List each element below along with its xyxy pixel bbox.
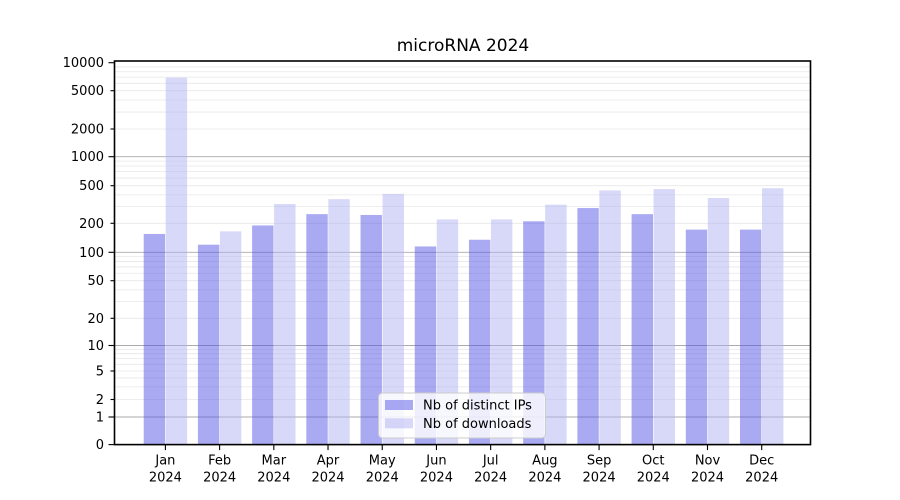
x-tick-label-month: Sep: [587, 454, 612, 469]
bar-downloads-nov: [707, 198, 730, 445]
x-tick-label-year: 2024: [745, 471, 778, 486]
bar-downloads-jul: [490, 219, 513, 445]
x-tick-label-year: 2024: [420, 471, 453, 486]
y-tick-label: 1: [96, 411, 104, 426]
x-tick-label-month: Aug: [532, 454, 557, 469]
x-tick-label-month: Jun: [425, 454, 446, 469]
bar-distinct-ips-may: [360, 214, 382, 445]
y-axis-ticks: 0 1 2 5 10 20 50 100 200 500 1000 2000 5000 10000: [63, 56, 115, 453]
bar-downloads-feb: [219, 231, 242, 445]
y-tick-label: 1000: [71, 150, 104, 165]
x-axis-ticks: Jan 2024 Feb 2024 Mar 2024 Apr 2024 May 2024 Jun 20…: [149, 444, 778, 486]
legend-box: [378, 392, 546, 439]
legend-swatch-distinct-ips: [385, 400, 413, 410]
legend-swatch-downloads: [385, 418, 413, 429]
bar-downloads-apr: [328, 199, 350, 445]
x-tick-label-month: Nov: [695, 454, 721, 469]
bar-downloads-may: [382, 193, 404, 445]
y-tick-label: 5: [96, 365, 104, 380]
bar-downloads-oct: [653, 189, 675, 445]
bar-downloads-jan: [165, 77, 188, 445]
x-tick-label-month: Dec: [749, 454, 774, 469]
bar-downloads-jun: [436, 219, 459, 445]
legend-label-distinct-ips: Nb of distinct IPs: [423, 399, 532, 414]
x-tick-label-month: Jan: [154, 454, 175, 469]
y-tick-label: 5000: [71, 84, 104, 99]
y-tick-label: 2000: [71, 123, 104, 138]
legend-label-downloads: Nb of downloads: [423, 417, 532, 432]
x-tick-label-month: Mar: [262, 454, 287, 469]
x-tick-label-year: 2024: [366, 471, 399, 486]
bar-distinct-ips-sep: [577, 208, 599, 445]
chart-title: microRNA 2024: [397, 36, 529, 56]
bar-downloads-dec: [762, 188, 784, 445]
x-tick-label-year: 2024: [528, 471, 561, 486]
bar-downloads-sep: [599, 190, 621, 445]
legend: Nb of distinct IPs Nb of downloads: [378, 392, 546, 439]
x-tick-label-year: 2024: [311, 471, 344, 486]
x-tick-label-year: 2024: [691, 471, 724, 486]
x-tick-label-month: Feb: [208, 454, 231, 469]
bar-distinct-ips-dec: [740, 229, 762, 445]
bar-distinct-ips-feb: [197, 244, 220, 445]
bar-downloads-aug: [545, 204, 567, 445]
y-tick-label: 10000: [63, 56, 104, 71]
y-tick-label: 10: [87, 339, 104, 354]
bar-distinct-ips-oct: [631, 214, 653, 445]
y-tick-label: 200: [79, 217, 104, 232]
y-tick-label: 500: [79, 179, 104, 194]
x-tick-label-month: Jul: [482, 454, 499, 469]
x-tick-label-year: 2024: [474, 471, 507, 486]
x-tick-label-year: 2024: [149, 471, 182, 486]
x-tick-label-year: 2024: [203, 471, 236, 486]
bar-distinct-ips-mar: [252, 225, 274, 445]
x-tick-label-year: 2024: [257, 471, 290, 486]
x-tick-label-month: Oct: [642, 454, 664, 469]
x-tick-label-year: 2024: [637, 471, 670, 486]
y-tick-label: 100: [79, 246, 104, 261]
y-tick-label: 0: [96, 438, 104, 453]
y-tick-label: 2: [96, 393, 104, 408]
bar-distinct-ips-aug: [523, 221, 545, 445]
bar-distinct-ips-nov: [685, 229, 708, 445]
x-tick-label-month: Apr: [317, 454, 340, 469]
bar-downloads-mar: [274, 204, 296, 445]
y-tick-label: 50: [87, 274, 104, 289]
y-tick-label: 20: [87, 312, 104, 327]
bar-distinct-ips-apr: [306, 214, 328, 445]
x-tick-label-year: 2024: [583, 471, 616, 486]
bars: [143, 77, 784, 445]
bar-distinct-ips-jan: [143, 233, 166, 445]
x-tick-label-month: May: [369, 454, 396, 469]
